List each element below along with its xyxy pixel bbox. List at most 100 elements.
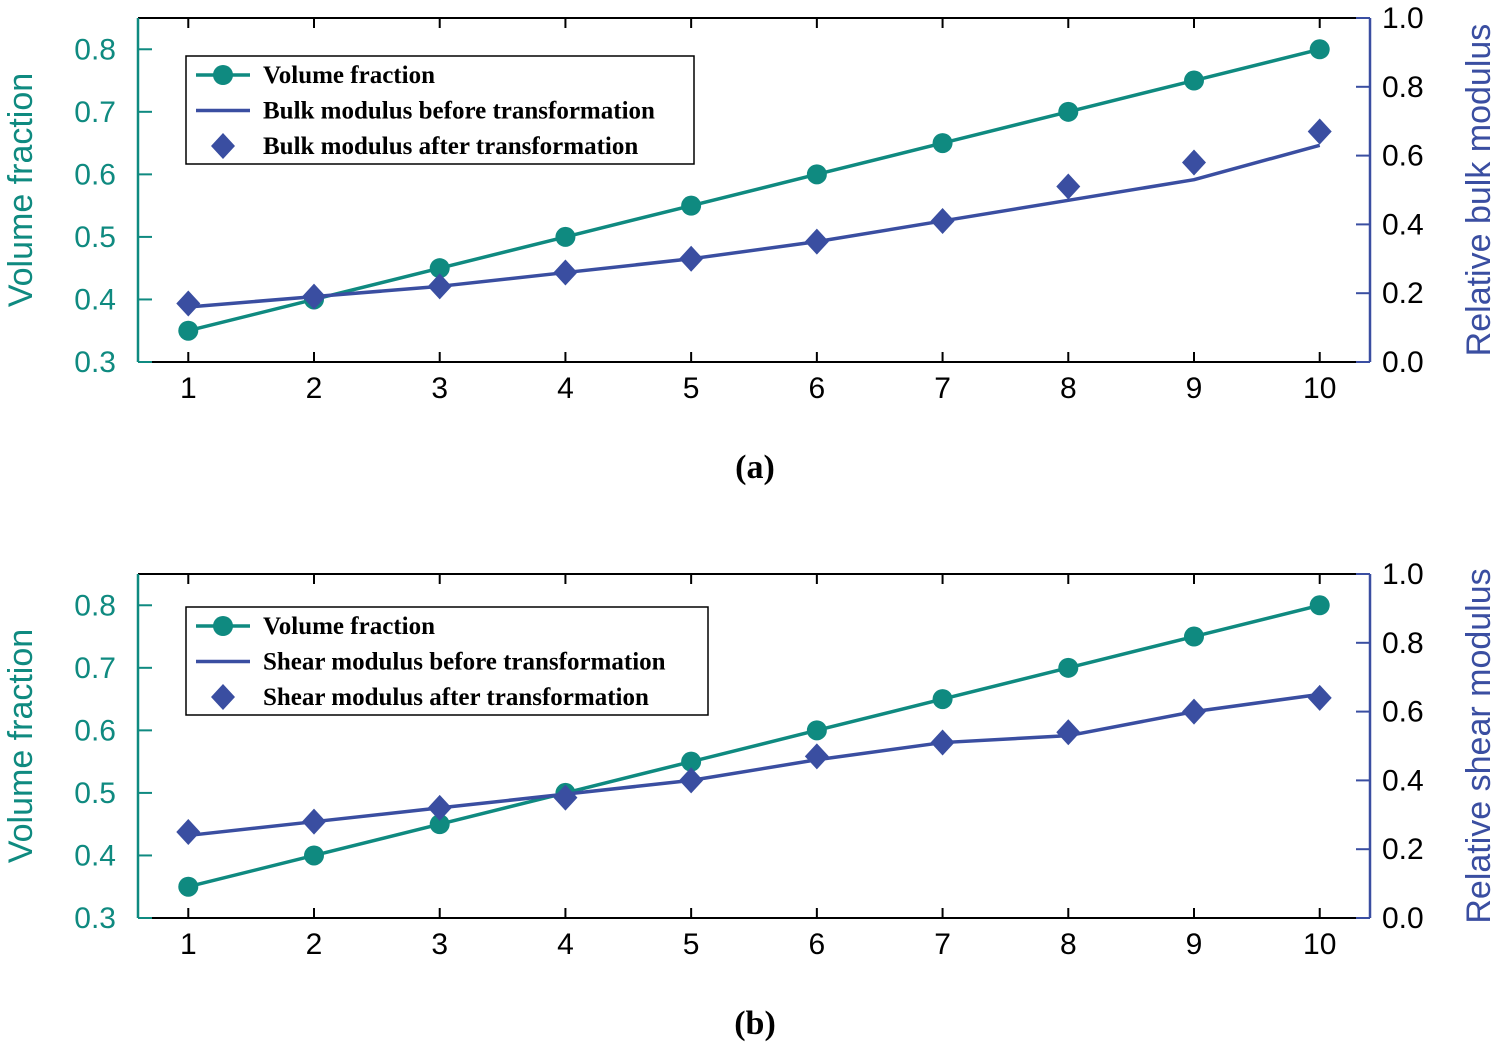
series-line [188,143,1321,309]
series-2 [188,692,1320,838]
x-tick-label: 6 [809,372,826,405]
series-3 [176,118,1332,317]
left-tick-label: 0.3 [74,902,116,935]
data-point-diamond [1182,698,1206,725]
data-point-circle [1184,70,1204,91]
series-line [187,47,1321,333]
data-point-diamond [804,743,829,770]
data-point-circle [429,258,450,279]
left-tick-label: 0.4 [74,839,116,872]
right-tick-label: 0.6 [1382,696,1424,729]
data-point-diamond [1056,719,1081,746]
data-point-diamond [302,808,326,835]
data-point-circle [681,751,702,772]
data-point-circle [932,133,953,154]
left-tick-label: 0.3 [74,346,116,379]
data-point-circle [555,226,576,247]
data-point-circle [806,720,827,741]
data-point-circle [1309,39,1330,60]
right-tick-label: 0.8 [1382,627,1424,660]
data-point-circle [1184,626,1204,647]
x-tick-label: 3 [431,372,448,405]
right-axis-title: Relative shear modulus [1460,568,1498,923]
data-point-circle [681,195,702,216]
legend-swatch-circle [213,65,233,85]
panel-label: (a) [735,449,775,486]
x-tick-label: 10 [1303,372,1336,405]
right-tick-label: 0.4 [1382,764,1424,797]
data-point-circle [932,689,953,710]
data-point-diamond [1307,684,1332,711]
legend-swatch-diamond [211,684,235,710]
right-tick-label: 0.0 [1382,346,1424,379]
legend-swatch-circle [213,616,233,636]
data-point-diamond [804,228,829,255]
x-tick-label: 4 [557,928,574,961]
data-point-circle [178,320,199,341]
data-point-diamond [176,819,201,845]
data-point-circle [304,845,324,866]
right-tick-label: 0.6 [1382,140,1424,173]
x-tick-label: 10 [1303,928,1336,961]
legend: Volume fraction Bulk modulus before trans… [185,55,695,165]
x-tick-label: 8 [1060,928,1077,961]
series-1 [178,595,1330,897]
right-axis-title: Relative bulk modulus [1460,24,1498,357]
chart-panel-1: 1 2 3 4 5 6 7 8 9 10 0.3 0.4 0.5 0.6 0.7 0.8 0.0 0.2 0.4 0.… [2,2,1498,486]
series-line [187,603,1321,889]
panel-label: (b) [734,1005,776,1042]
data-point-diamond [176,290,201,317]
left-axis-title: Volume fraction [2,629,40,863]
legend-box [185,55,695,165]
right-tick-label: 0.2 [1382,277,1424,310]
data-point-diamond [679,767,704,794]
data-point-diamond [553,784,578,811]
x-tick-label: 4 [557,372,574,405]
legend-label: Volume fraction [263,62,435,89]
data-point-circle [806,164,827,185]
chart-panel-2: 1 2 3 4 5 6 7 8 9 10 0.3 0.4 0.5 0.6 0.7 0.8 0.0 0.2 0.4 0.… [2,558,1498,1042]
left-tick-label: 0.5 [74,221,116,254]
data-point-diamond [427,794,452,821]
left-tick-label: 0.8 [74,589,116,622]
data-point-circle [1058,657,1079,678]
left-tick-label: 0.6 [74,158,116,191]
left-tick-label: 0.4 [74,283,116,316]
legend-label: Bulk modulus before transformation [263,98,655,125]
x-tick-label: 8 [1060,372,1077,405]
right-tick-label: 1.0 [1382,558,1424,591]
data-point-diamond [553,259,578,286]
series-line [188,692,1320,838]
x-tick-label: 7 [934,372,951,405]
x-tick-label: 7 [934,928,951,961]
data-point-diamond [679,245,704,272]
data-point-circle [178,876,199,897]
series-3 [176,684,1332,845]
data-point-circle [1058,101,1079,122]
data-point-diamond [930,207,955,234]
left-axis-title: Volume fraction [2,73,40,307]
legend-box [185,606,709,716]
right-tick-label: 0.8 [1382,71,1424,104]
left-tick-label: 0.8 [74,33,116,66]
data-point-diamond [302,283,326,310]
x-tick-label: 5 [683,372,700,405]
x-tick-label: 1 [180,928,197,961]
data-point-diamond [427,273,452,300]
data-point-diamond [930,729,955,756]
data-point-circle [1309,595,1330,616]
legend-label: Volume fraction [263,613,435,640]
left-tick-label: 0.6 [74,714,116,747]
left-tick-label: 0.5 [74,777,116,810]
x-tick-label: 3 [431,928,448,961]
legend-label: Shear modulus before transformation [263,649,666,676]
x-tick-label: 6 [809,928,826,961]
x-tick-label: 9 [1186,372,1203,405]
data-point-circle [429,814,450,835]
series-2 [188,143,1321,309]
x-tick-label: 2 [306,928,323,961]
x-tick-label: 9 [1186,928,1203,961]
left-tick-label: 0.7 [74,652,116,685]
legend-swatch-diamond [211,133,235,159]
